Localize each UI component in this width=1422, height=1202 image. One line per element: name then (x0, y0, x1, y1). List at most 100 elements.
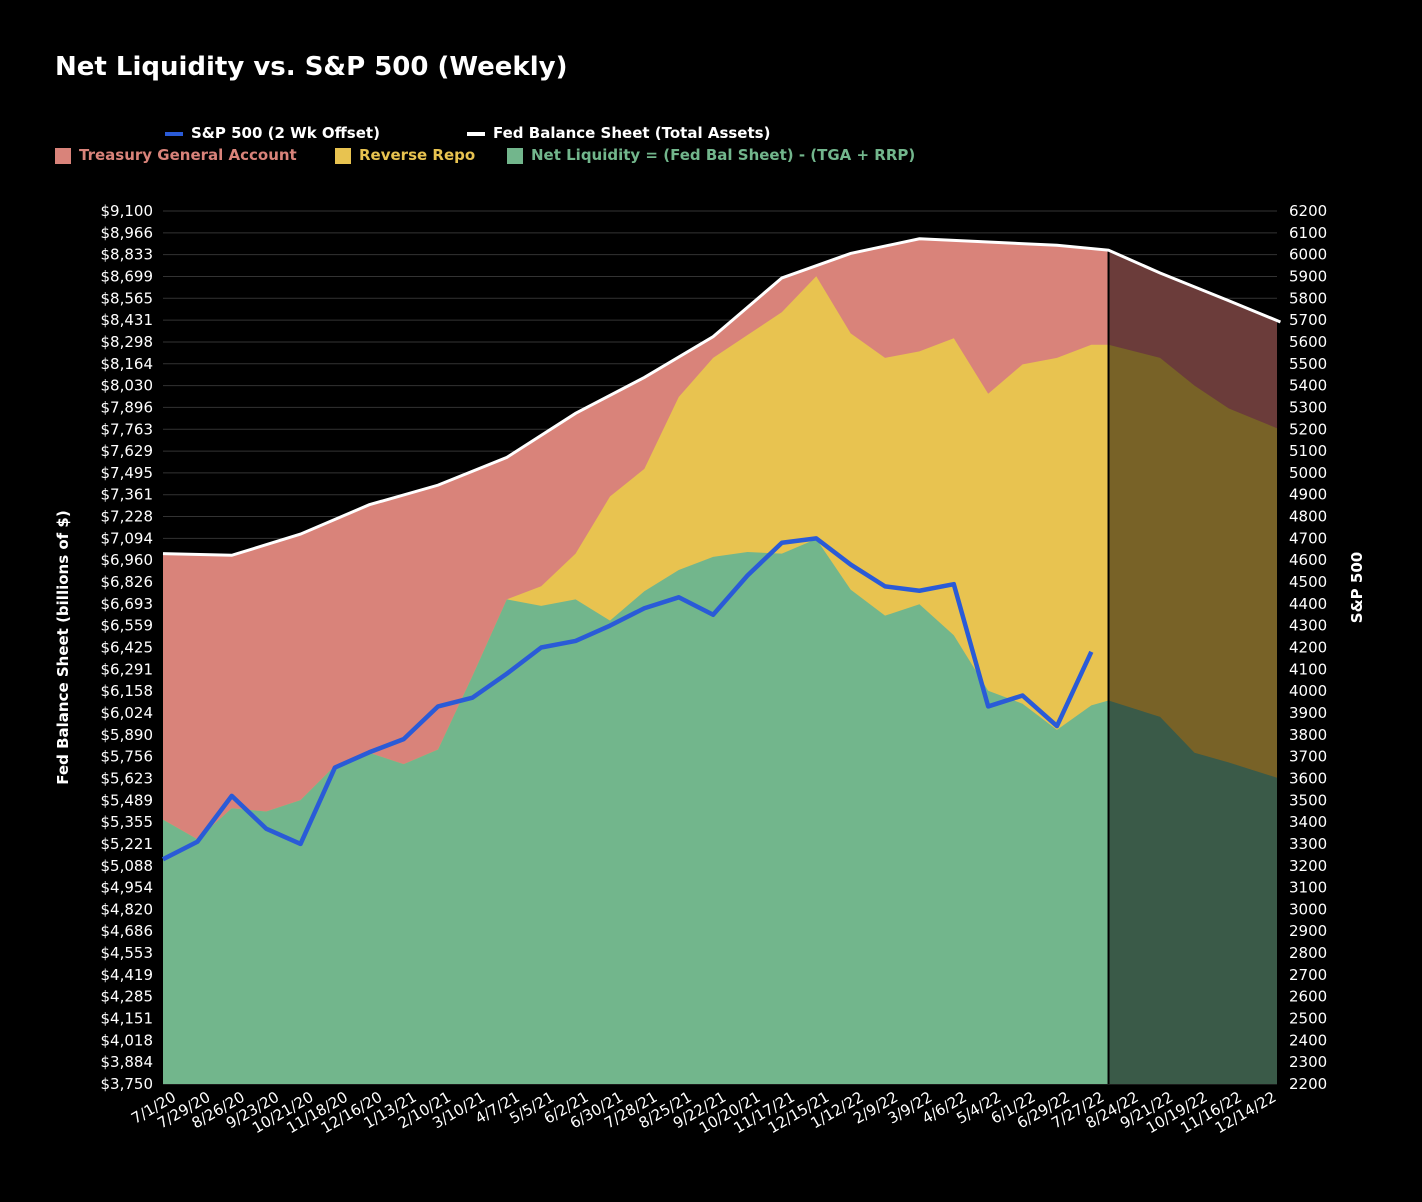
y2-tick-label: 5500 (1289, 355, 1327, 373)
y-tick-label: $7,896 (101, 398, 154, 416)
y-tick-label: $7,763 (101, 420, 154, 438)
legend-tga-swatch (55, 147, 71, 164)
legend-rrp-swatch (335, 147, 351, 164)
y-tick-label: $6,826 (101, 573, 154, 591)
y2-tick-label: 5700 (1289, 311, 1327, 329)
y2-tick-label: 2600 (1289, 988, 1327, 1006)
y2-tick-label: 4800 (1289, 508, 1327, 526)
legend-spx-label: S&P 500 (2 Wk Offset) (191, 124, 380, 142)
y2-tick-label: 5300 (1289, 398, 1327, 416)
y2-tick-label: 3600 (1289, 769, 1327, 787)
y2-tick-label: 3300 (1289, 835, 1327, 853)
legend-tga[interactable]: Treasury General Account (55, 146, 297, 164)
y-tick-label: $7,228 (101, 508, 154, 526)
y-tick-label: $5,890 (101, 726, 154, 744)
legend-fed-label: Fed Balance Sheet (Total Assets) (493, 124, 771, 142)
y-tick-label: $4,419 (101, 966, 154, 984)
y-tick-label: $6,559 (101, 617, 154, 635)
y-axis-title: Fed Balance Sheet (billions of $) (54, 510, 72, 784)
y-tick-label: $9,100 (101, 202, 154, 220)
y-tick-label: $3,750 (101, 1075, 154, 1093)
y2-tick-label: 5100 (1289, 442, 1327, 460)
y2-tick-label: 5900 (1289, 267, 1327, 285)
y2-tick-label: 3700 (1289, 748, 1327, 766)
y2-tick-label: 4900 (1289, 486, 1327, 504)
y-tick-label: $5,623 (101, 769, 154, 787)
y2-tick-label: 5200 (1289, 420, 1327, 438)
fed-balance-line (162, 237, 1282, 557)
y-tick-label: $8,833 (101, 246, 154, 264)
y-tick-label: $6,425 (101, 639, 154, 657)
y2-tick-label: 3400 (1289, 813, 1327, 831)
y2-tick-label: 4600 (1289, 551, 1327, 569)
y2-tick-label: 2900 (1289, 922, 1327, 940)
y2-tick-label: 6000 (1289, 246, 1327, 264)
legend-spx-swatch (165, 131, 183, 136)
y-tick-label: $6,291 (101, 660, 154, 678)
y2-tick-label: 3100 (1289, 879, 1327, 897)
spx-line (161, 536, 1094, 862)
y2-tick-label: 5800 (1289, 289, 1327, 307)
y2-tick-label: 5600 (1289, 333, 1327, 351)
y2-tick-label: 2800 (1289, 944, 1327, 962)
y-tick-label: $7,629 (101, 442, 154, 460)
net-liquidity-projection-area (1108, 700, 1277, 1084)
legend-net-swatch (507, 147, 523, 164)
y2-tick-label: 3900 (1289, 704, 1327, 722)
net-liquidity-area (163, 538, 1109, 1084)
y2-tick-label: 5400 (1289, 377, 1327, 395)
y2-tick-label: 4500 (1289, 573, 1327, 591)
y-tick-label: $5,489 (101, 791, 154, 809)
y-tick-label: $7,094 (101, 529, 154, 547)
y2-tick-label: 2500 (1289, 1010, 1327, 1028)
legend-net[interactable]: Net Liquidity = (Fed Bal Sheet) - (TGA +… (507, 146, 915, 164)
y2-tick-label: 4200 (1289, 639, 1327, 657)
y-tick-label: $6,024 (101, 704, 154, 722)
y-tick-label: $5,355 (101, 813, 154, 831)
chart-title: Net Liquidity vs. S&P 500 (Weekly) (55, 52, 568, 82)
y-tick-label: $4,018 (101, 1031, 154, 1049)
legend-spx[interactable]: S&P 500 (2 Wk Offset) (165, 124, 380, 142)
y-tick-label: $4,285 (101, 988, 154, 1006)
y-tick-label: $7,495 (101, 464, 154, 482)
y2-tick-label: 6100 (1289, 224, 1327, 242)
y-tick-label: $8,030 (101, 377, 154, 395)
y-tick-label: $7,361 (101, 486, 154, 504)
legend-rrp-label: Reverse Repo (359, 146, 476, 164)
y2-tick-label: 3800 (1289, 726, 1327, 744)
y2-tick-label: 2700 (1289, 966, 1327, 984)
y-tick-label: $6,158 (101, 682, 154, 700)
y2-tick-label: 3500 (1289, 791, 1327, 809)
y-tick-label: $3,884 (101, 1053, 154, 1071)
y2-tick-label: 2200 (1289, 1075, 1327, 1093)
y2-tick-label: 4700 (1289, 529, 1327, 547)
y2-tick-label: 4100 (1289, 660, 1327, 678)
y-tick-label: $4,954 (101, 879, 154, 897)
y2-tick-label: 2300 (1289, 1053, 1327, 1071)
y-tick-label: $4,151 (101, 1010, 154, 1028)
y-tick-label: $8,699 (101, 267, 154, 285)
y2-axis-title: S&P 500 (1348, 552, 1366, 623)
y2-tick-label: 5000 (1289, 464, 1327, 482)
y-tick-label: $4,553 (101, 944, 154, 962)
y-tick-label: $4,820 (101, 900, 154, 918)
y2-tick-label: 3000 (1289, 900, 1327, 918)
y2-tick-label: 4400 (1289, 595, 1327, 613)
y-tick-label: $4,686 (101, 922, 154, 940)
y2-tick-label: 4300 (1289, 617, 1327, 635)
legend-rrp[interactable]: Reverse Repo (335, 146, 475, 164)
y2-tick-label: 4000 (1289, 682, 1327, 700)
y-tick-label: $8,966 (101, 224, 154, 242)
legend-fed-swatch (467, 131, 485, 136)
y-tick-label: $5,221 (101, 835, 154, 853)
y-tick-label: $6,693 (101, 595, 154, 613)
legend-fed[interactable]: Fed Balance Sheet (Total Assets) (467, 124, 770, 142)
y2-tick-label: 6200 (1289, 202, 1327, 220)
y-tick-label: $8,565 (101, 289, 154, 307)
y-tick-label: $6,960 (101, 551, 154, 569)
y-tick-label: $5,088 (101, 857, 154, 875)
y-tick-label: $8,164 (101, 355, 154, 373)
y-tick-label: $5,756 (101, 748, 154, 766)
y-tick-label: $8,431 (101, 311, 154, 329)
